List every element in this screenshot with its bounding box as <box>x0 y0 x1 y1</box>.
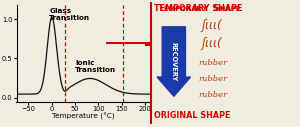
Text: ORIGINAL SHAPE: ORIGINAL SHAPE <box>154 111 231 120</box>
Text: TEMPORARY SHAPE: TEMPORARY SHAPE <box>154 4 243 13</box>
Text: ʃιιι(: ʃιιι( <box>202 37 222 50</box>
Text: rubber: rubber <box>199 75 228 83</box>
X-axis label: Temperature (°C): Temperature (°C) <box>52 113 115 120</box>
FancyArrow shape <box>157 27 190 96</box>
Text: Tᴇᴍᴘᴏʀᴀʀʏ  Sʜᴀᴘᴇ: Tᴇᴍᴘᴏʀᴀʀʏ Sʜᴀᴘᴇ <box>158 4 240 13</box>
Text: rubber: rubber <box>199 91 228 99</box>
Text: rubber: rubber <box>199 59 228 67</box>
Text: Ionic
Transition: Ionic Transition <box>75 60 116 73</box>
Text: Glass
Transition: Glass Transition <box>49 8 90 21</box>
Text: ʃιιι(: ʃιιι( <box>202 19 222 32</box>
Text: RECOVERY: RECOVERY <box>171 42 177 81</box>
